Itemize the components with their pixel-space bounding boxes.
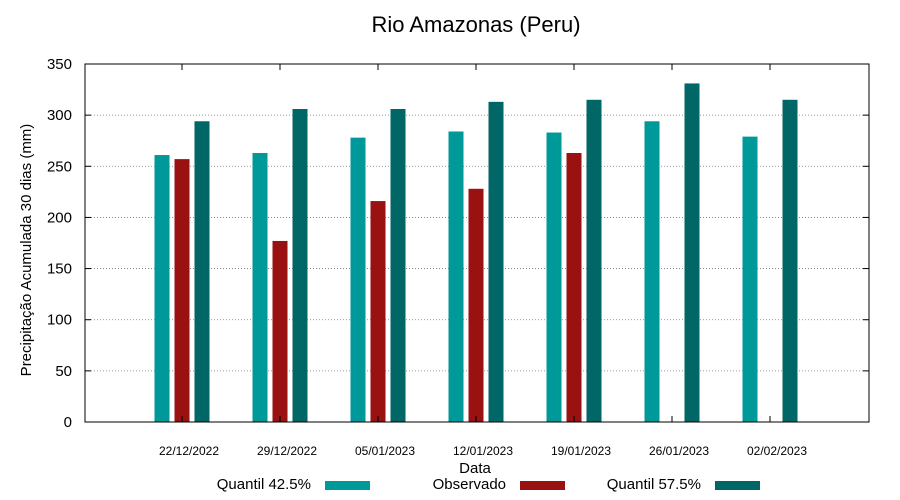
y-tick-label: 0 — [64, 414, 72, 431]
bar-quantil-57-5-3 — [488, 101, 504, 423]
x-tick-label: 29/12/2022 — [257, 444, 317, 458]
y-tick-label: 200 — [47, 209, 72, 226]
x-tick-label: 22/12/2022 — [159, 444, 219, 458]
legend-label: Quantil 42.5% — [217, 476, 311, 493]
legend-label: Observado — [433, 476, 506, 493]
x-axis-label: Data — [459, 460, 491, 477]
x-tick-label: 19/01/2023 — [551, 444, 611, 458]
x-tick-label: 05/01/2023 — [355, 444, 415, 458]
y-tick-label: 100 — [47, 312, 72, 329]
y-tick-label: 250 — [47, 158, 72, 175]
x-axis: 22/12/2022 29/12/2022 05/01/2023 12/01/2023… — [159, 64, 807, 458]
bar-quantil-42-5-4 — [546, 132, 562, 422]
legend-label: Quantil 57.5% — [607, 476, 701, 493]
x-tick-label: 26/01/2023 — [649, 444, 709, 458]
bar-observado-1 — [272, 240, 288, 422]
bar-quantil-57-5-0 — [194, 121, 210, 422]
x-tick-label: 02/02/2023 — [747, 444, 807, 458]
bar-quantil-42-5-0 — [154, 155, 170, 422]
bar-observado-4 — [566, 152, 582, 422]
y-axis-label: Precipitação Acumulada 30 dias (mm) — [18, 124, 35, 377]
plot-frame — [84, 63, 870, 423]
bar-observado-2 — [370, 201, 386, 422]
y-tick-label: 150 — [47, 261, 72, 278]
y-tick-label: 300 — [47, 107, 72, 124]
bar-quantil-42-5-6 — [742, 136, 758, 422]
bar-quantil-57-5-1 — [292, 109, 308, 423]
bar-quantil-57-5-4 — [586, 99, 602, 423]
x-tick-label: 12/01/2023 — [453, 444, 513, 458]
y-axis: 0 50 100 150 200 250 300 350 — [47, 56, 869, 431]
legend-swatch — [715, 481, 760, 490]
bar-quantil-42-5-2 — [350, 137, 366, 422]
bar-quantil-42-5-5 — [644, 121, 660, 422]
bar-observado-0 — [174, 159, 190, 422]
bar-quantil-57-5-2 — [390, 109, 406, 423]
legend-swatch — [520, 481, 565, 490]
bars-layer — [154, 83, 798, 423]
bar-quantil-57-5-5 — [684, 83, 700, 422]
legend-swatch — [325, 481, 370, 490]
bar-quantil-42-5-3 — [448, 131, 464, 422]
bar-observado-3 — [468, 188, 484, 422]
y-tick-label: 350 — [47, 56, 72, 73]
bar-quantil-42-5-1 — [252, 152, 268, 422]
y-tick-label: 50 — [55, 363, 72, 380]
legend: Quantil 42.5% Observado Quantil 57.5% — [217, 476, 760, 493]
chart-title: Rio Amazonas (Peru) — [371, 12, 580, 37]
bar-quantil-57-5-6 — [782, 99, 798, 423]
